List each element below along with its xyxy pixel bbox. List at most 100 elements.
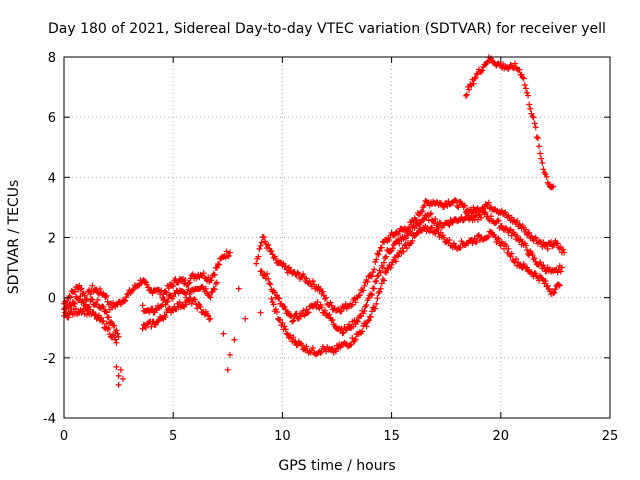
band-middle-marker xyxy=(478,214,485,221)
band-middle-marker xyxy=(288,312,295,319)
band-middle-marker xyxy=(507,226,514,233)
band-lower-marker xyxy=(552,286,559,293)
band-lower-marker xyxy=(277,316,284,323)
axis-ticks xyxy=(63,56,611,419)
band-lower-marker xyxy=(291,339,298,346)
band-upper-marker xyxy=(419,208,426,215)
band-middle-marker xyxy=(318,304,325,311)
band-middle-marker xyxy=(181,289,188,296)
band-upper-marker xyxy=(338,308,345,315)
band-lower-marker xyxy=(112,336,119,343)
band-lower-marker xyxy=(441,234,448,241)
y-axis-label: SDTVAR / TECUs xyxy=(6,180,22,295)
band-upper-marker xyxy=(371,266,378,273)
band-upper-marker xyxy=(370,269,377,276)
band-lower-marker xyxy=(373,300,380,307)
band-upper-marker xyxy=(223,248,230,255)
band-upper-marker xyxy=(122,297,129,304)
band-lower-marker xyxy=(380,277,387,284)
band-lower-marker xyxy=(290,334,297,341)
band-lower-marker xyxy=(154,318,161,325)
band-middle-marker xyxy=(531,255,538,262)
band-middle-marker xyxy=(99,303,106,310)
band-upper-marker xyxy=(102,293,109,300)
band-upper-marker xyxy=(225,252,232,259)
band-upper-marker xyxy=(498,207,505,214)
band-lower-marker xyxy=(484,234,491,241)
band-lower-marker xyxy=(162,314,169,321)
band-upper-marker xyxy=(319,288,326,295)
band-middle-marker xyxy=(387,248,394,255)
band-middle-marker xyxy=(264,270,271,277)
y-tick-label: -2 xyxy=(43,352,56,367)
band-lower-marker xyxy=(194,305,201,312)
band-lower-marker xyxy=(392,258,399,265)
band-upper-marker xyxy=(451,196,458,203)
band-upper-marker xyxy=(255,253,262,260)
band-upper-marker xyxy=(526,229,533,236)
band-middle-marker xyxy=(404,232,411,239)
band-lower-marker xyxy=(332,348,339,355)
band-upper-marker xyxy=(309,278,316,285)
outliers-marker xyxy=(115,372,122,379)
band-upper-marker xyxy=(103,292,110,299)
band-middle-marker xyxy=(258,268,265,275)
band-middle-marker xyxy=(305,309,312,316)
high-segment-marker xyxy=(549,184,556,191)
band-upper-marker xyxy=(453,197,460,204)
band-upper-marker xyxy=(208,277,215,284)
band-upper-marker xyxy=(272,256,279,263)
band-middle-marker xyxy=(275,294,282,301)
band-upper-marker xyxy=(544,245,551,252)
high-segment-marker xyxy=(533,134,540,141)
band-lower-marker xyxy=(367,314,374,321)
band-lower-marker xyxy=(383,269,390,276)
band-lower-marker xyxy=(513,255,520,262)
high-segment-marker xyxy=(466,86,473,93)
band-lower-marker xyxy=(551,289,558,296)
band-middle-marker xyxy=(76,296,83,303)
high-segment-marker xyxy=(530,114,537,121)
band-upper-marker xyxy=(170,283,177,290)
band-upper-marker xyxy=(458,200,465,207)
band-upper-marker xyxy=(340,304,347,311)
band-lower-marker xyxy=(542,278,549,285)
band-middle-marker xyxy=(380,259,387,266)
band-lower-marker xyxy=(387,264,394,271)
outliers-marker xyxy=(226,351,233,358)
band-upper-marker xyxy=(285,264,292,271)
band-upper-marker xyxy=(141,278,148,285)
band-upper-marker xyxy=(376,247,383,254)
band-upper-marker xyxy=(550,242,557,249)
band-lower-marker xyxy=(550,290,557,297)
band-middle-marker xyxy=(113,327,120,334)
outliers-marker xyxy=(231,336,238,343)
band-upper-marker xyxy=(548,239,555,246)
band-middle-marker xyxy=(524,246,531,253)
band-lower-marker xyxy=(139,325,146,332)
band-lower-marker xyxy=(508,250,515,257)
band-middle-marker xyxy=(162,301,169,308)
band-middle-marker xyxy=(529,251,536,258)
band-upper-marker xyxy=(373,256,380,263)
band-upper-marker xyxy=(300,271,307,278)
band-lower-marker xyxy=(429,224,436,231)
band-middle-marker xyxy=(540,262,547,269)
band-lower-marker xyxy=(524,264,531,271)
band-lower-marker xyxy=(473,238,480,245)
band-lower-marker xyxy=(282,326,289,333)
band-upper-marker xyxy=(361,282,368,289)
band-middle-marker xyxy=(495,217,502,224)
high-segment-marker xyxy=(519,74,526,81)
band-middle-marker xyxy=(70,300,77,307)
high-segment-marker xyxy=(531,120,538,127)
band-lower-marker xyxy=(539,275,546,282)
band-upper-marker xyxy=(260,233,267,240)
band-middle-marker xyxy=(353,317,360,324)
band-upper-marker xyxy=(386,236,393,243)
band-middle-marker xyxy=(100,303,107,310)
band-upper-marker xyxy=(360,287,367,294)
band-middle-marker xyxy=(514,233,521,240)
band-middle-marker xyxy=(321,307,328,314)
band-middle-marker xyxy=(474,216,481,223)
